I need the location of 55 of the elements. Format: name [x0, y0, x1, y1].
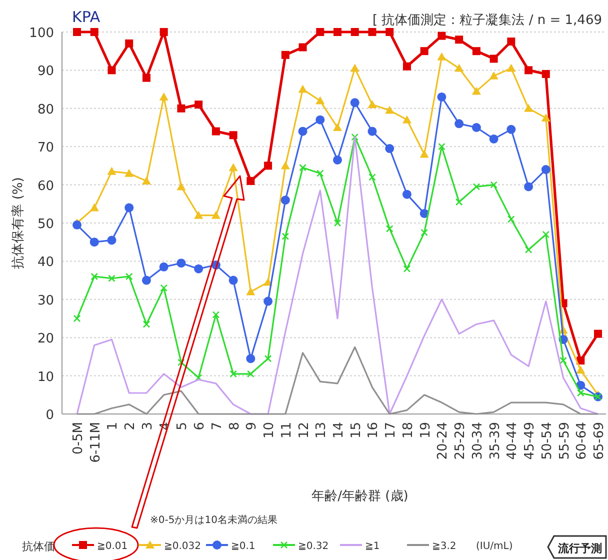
x-tick-label: 17 [384, 422, 399, 439]
x-tick-label: 30-34 [470, 422, 486, 460]
x-tick-label: 55-59 [557, 422, 572, 460]
text: 流行予測 [557, 542, 602, 555]
x-tick-label: 6-11M [88, 422, 104, 463]
x-tick-label: 9 [244, 422, 260, 430]
x-tick-label: 12 [296, 422, 312, 439]
legend-label: ≧0.1 [231, 541, 256, 552]
x-tick-label: 5 [175, 422, 190, 430]
y-tick-label: 20 [37, 332, 54, 347]
x-tick-label: 1 [106, 422, 121, 430]
y-axis-title: 抗体保有率 (%) [10, 177, 26, 269]
legend-label: ≧1 [365, 541, 380, 552]
y-tick-label: 90 [37, 64, 54, 80]
text: ※0-5か月は10名未満の結果 [150, 514, 278, 526]
y-tick-label: 50 [37, 217, 54, 232]
x-tick-label: 7 [210, 422, 225, 430]
legend-title: 抗体価 [22, 540, 55, 553]
x-tick-label: 16 [366, 422, 382, 439]
x-tick-label: 35-39 [488, 422, 503, 460]
legend-label: ≧3.2 [432, 541, 456, 552]
x-axis-title: 年齢/年齢群 (歳) [312, 489, 408, 504]
x-tick-label: 11 [279, 422, 294, 439]
chart-subtitle: [ 抗体価測定：粒子凝集法 / n = 1,469 [372, 13, 602, 28]
x-tick-label: 65-69 [592, 422, 607, 460]
x-tick-label: 18 [400, 422, 416, 439]
y-tick-label: 0 [46, 408, 54, 423]
text: (IU/mL) [476, 541, 513, 552]
x-tick-label: 40-44 [505, 422, 520, 460]
y-tick-label: 70 [37, 140, 54, 156]
x-tick-label: 25-29 [453, 422, 468, 460]
y-tick-label: 30 [37, 293, 54, 308]
x-tick-label: 60-64 [574, 422, 590, 460]
x-tick-label: 8 [227, 422, 242, 430]
x-tick-label: 0-5M [71, 422, 86, 454]
chart-title: KPA [72, 8, 101, 26]
legend-label: ≧0.32 [298, 541, 329, 552]
x-tick-label: 2 [123, 422, 138, 430]
legend-label: ≧0.01 [97, 541, 128, 552]
x-tick-label: 10 [262, 422, 278, 439]
x-tick-label: 15 [348, 422, 364, 439]
x-tick-label: 6 [192, 422, 208, 430]
y-tick-label: 60 [37, 178, 54, 194]
x-tick-label: 50-54 [540, 422, 555, 460]
x-tick-label: 3 [140, 422, 156, 430]
x-tick-label: 20-24 [436, 422, 451, 460]
x-tick-label: 13 [314, 422, 330, 439]
y-tick-label: 10 [37, 370, 54, 385]
x-tick-label: 14 [332, 422, 346, 439]
y-tick-label: 80 [37, 102, 54, 118]
y-tick-label: 100 [29, 26, 54, 41]
legend-label: ≧0.032 [164, 541, 202, 552]
y-tick-label: 40 [37, 255, 54, 270]
x-tick-label: 45-49 [522, 422, 538, 460]
x-tick-label: 19 [418, 422, 434, 439]
